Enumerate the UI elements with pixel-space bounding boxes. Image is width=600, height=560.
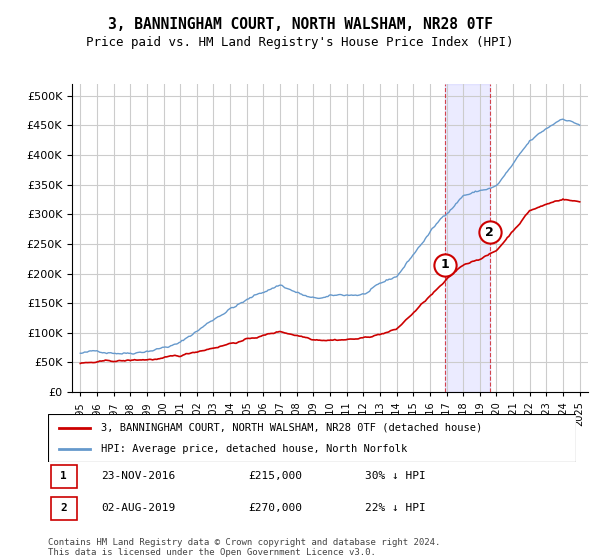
FancyBboxPatch shape xyxy=(50,497,77,520)
Text: Price paid vs. HM Land Registry's House Price Index (HPI): Price paid vs. HM Land Registry's House … xyxy=(86,36,514,49)
Text: 23-NOV-2016: 23-NOV-2016 xyxy=(101,471,175,481)
Text: 1: 1 xyxy=(440,258,449,271)
Bar xyxy=(445,84,490,392)
Text: 3, BANNINGHAM COURT, NORTH WALSHAM, NR28 0TF (detached house): 3, BANNINGHAM COURT, NORTH WALSHAM, NR28… xyxy=(101,423,482,433)
FancyBboxPatch shape xyxy=(50,465,77,488)
Text: 22% ↓ HPI: 22% ↓ HPI xyxy=(365,503,425,514)
Text: 3, BANNINGHAM COURT, NORTH WALSHAM, NR28 0TF: 3, BANNINGHAM COURT, NORTH WALSHAM, NR28… xyxy=(107,17,493,32)
Text: 2: 2 xyxy=(61,503,67,514)
Text: 02-AUG-2019: 02-AUG-2019 xyxy=(101,503,175,514)
Text: £270,000: £270,000 xyxy=(248,503,302,514)
Text: 30% ↓ HPI: 30% ↓ HPI xyxy=(365,471,425,481)
Text: Contains HM Land Registry data © Crown copyright and database right 2024.
This d: Contains HM Land Registry data © Crown c… xyxy=(48,538,440,557)
Text: £215,000: £215,000 xyxy=(248,471,302,481)
Text: HPI: Average price, detached house, North Norfolk: HPI: Average price, detached house, Nort… xyxy=(101,444,407,454)
FancyBboxPatch shape xyxy=(48,414,576,462)
Text: 1: 1 xyxy=(61,471,67,481)
Text: 2: 2 xyxy=(485,226,494,239)
